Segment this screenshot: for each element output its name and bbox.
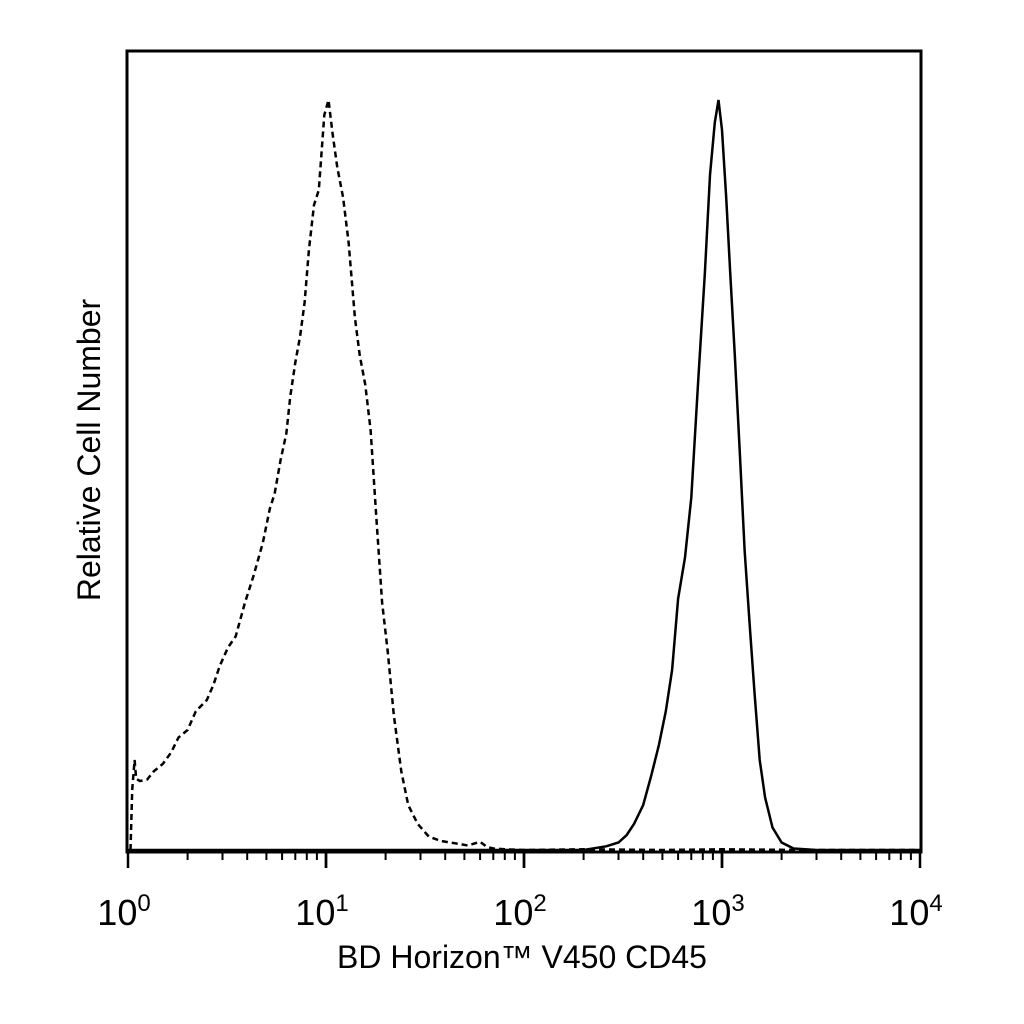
x-tick-label-base: 10 <box>889 892 929 933</box>
x-tick-label: 104 <box>889 890 942 933</box>
x-axis-label: BD Horizon™ V450 CD45 <box>337 939 707 975</box>
x-tick-label-exponent: 0 <box>137 890 150 917</box>
x-tick-label: 103 <box>691 890 744 933</box>
x-tick-label-exponent: 3 <box>731 890 744 917</box>
x-tick-label-base: 10 <box>691 892 731 933</box>
x-axis-tick-labels: 100 101 102 103 104 <box>97 890 942 933</box>
x-tick-label-exponent: 1 <box>335 890 348 917</box>
x-tick-label-base: 10 <box>493 892 533 933</box>
series-layer <box>128 99 920 852</box>
plot-frame <box>125 49 923 854</box>
x-tick-label: 102 <box>493 890 546 933</box>
series-dashed-histogram <box>129 99 920 852</box>
y-axis-label: Relative Cell Number <box>71 298 107 601</box>
x-tick-label-base: 10 <box>97 892 137 933</box>
x-tick-label-exponent: 4 <box>929 890 942 917</box>
x-tick-label: 101 <box>295 890 348 933</box>
x-tick-label-base: 10 <box>295 892 335 933</box>
x-tick-label-exponent: 2 <box>533 890 546 917</box>
x-axis-ticks <box>126 852 922 868</box>
x-tick-label: 100 <box>97 890 150 933</box>
series-solid-histogram <box>128 99 920 852</box>
